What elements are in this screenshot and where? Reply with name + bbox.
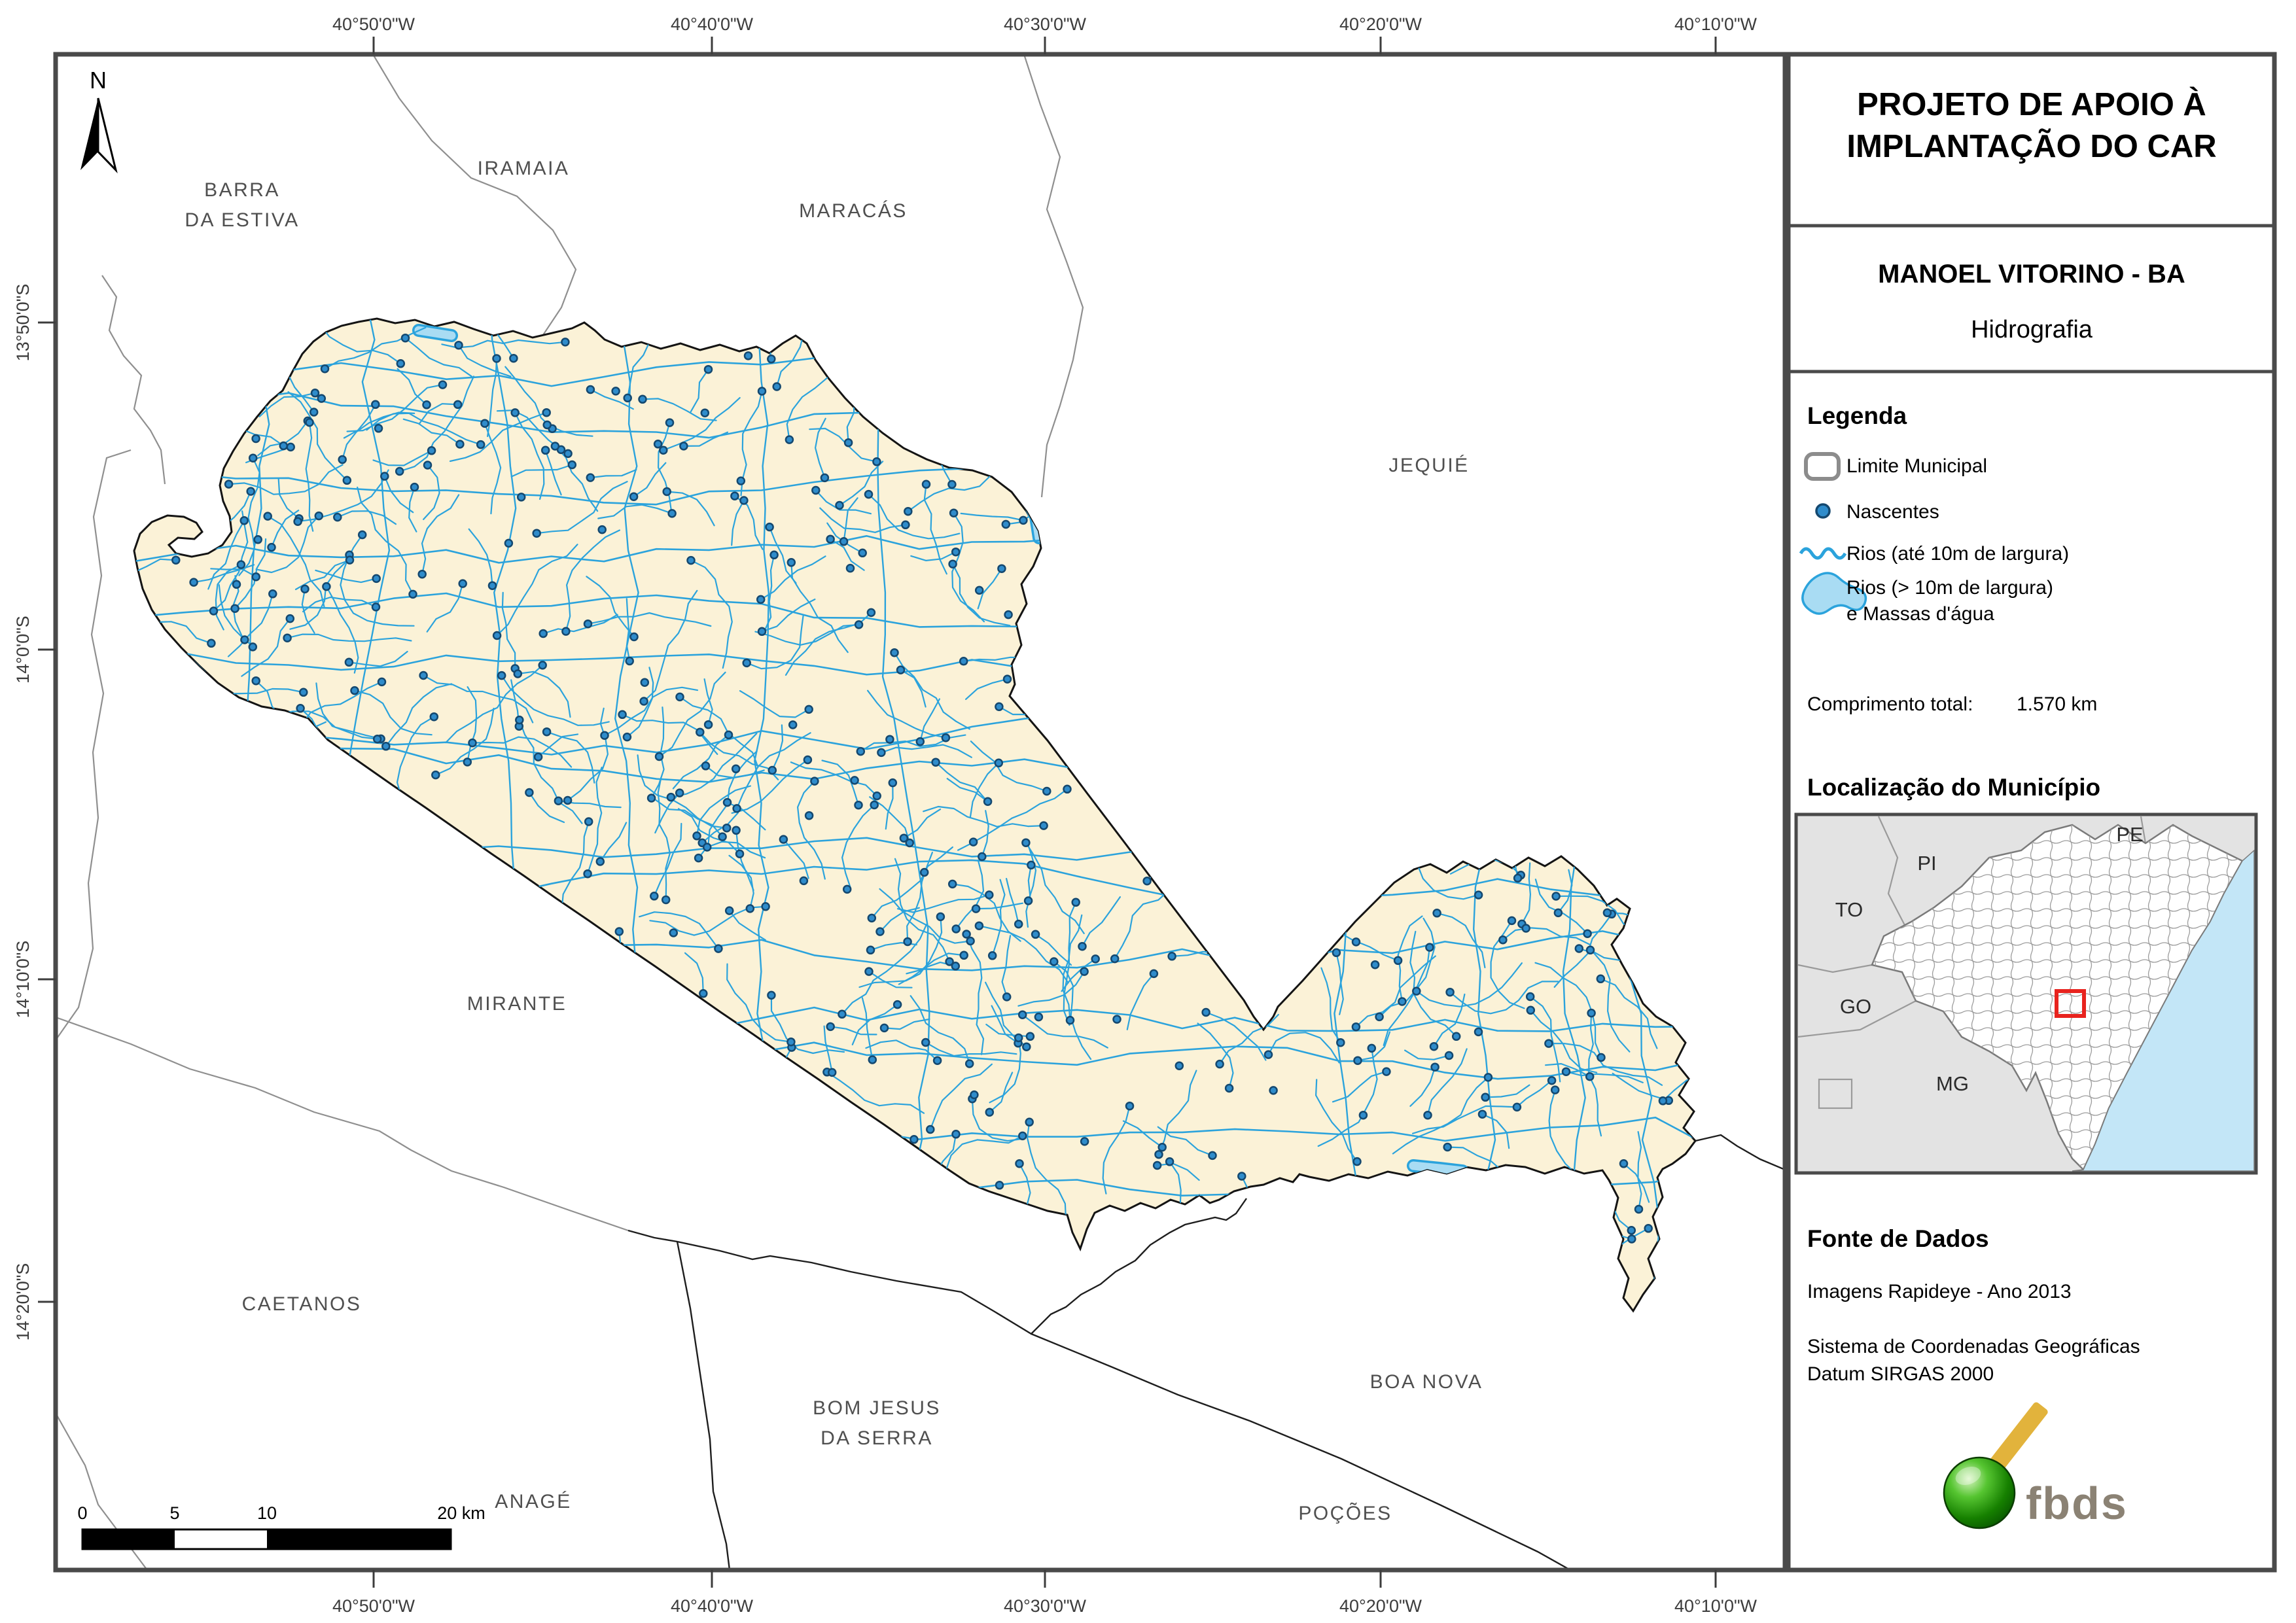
- svg-text:DA ESTIVA: DA ESTIVA: [185, 209, 299, 231]
- source-line-2: Sistema de Coordenadas Geográficas: [1807, 1336, 2140, 1357]
- svg-text:40°10'0"W: 40°10'0"W: [1674, 1596, 1757, 1616]
- legend-item-rios-largos-line2: e Massas d'água: [1846, 603, 1994, 625]
- north-arrow-left-half: [80, 98, 98, 170]
- fbds-logo-sphere: [1943, 1456, 2016, 1529]
- locator-highlight-rect: [2055, 989, 2086, 1018]
- legend-item-nascentes: Nascentes: [1846, 501, 1939, 523]
- svg-text:20 km: 20 km: [437, 1503, 486, 1523]
- north-arrow-label: N: [90, 67, 107, 94]
- svg-text:14°10'0"S: 14°10'0"S: [13, 941, 33, 1019]
- scale-bar-segment-2: [267, 1529, 451, 1549]
- panel-frame: [1786, 52, 2277, 1573]
- source-heading: Fonte de Dados: [1807, 1225, 1989, 1252]
- svg-text:40°20'0"W: 40°20'0"W: [1339, 14, 1422, 34]
- locator-heading: Localização do Município: [1807, 774, 2100, 801]
- total-length-label: Comprimento total:: [1807, 693, 1973, 715]
- fbds-logo-text: fbds: [2026, 1478, 2128, 1529]
- legend-item-limite: Limite Municipal: [1846, 455, 1987, 477]
- nascentes-icon: [1815, 503, 1831, 519]
- locator-map: PI TO GO MG PE: [1794, 812, 2258, 1175]
- fbds-logo: fbds: [1943, 1402, 2128, 1529]
- locator-ocean: [2072, 849, 2255, 1172]
- svg-text:CAETANOS: CAETANOS: [242, 1293, 362, 1315]
- svg-text:DA SERRA: DA SERRA: [821, 1427, 933, 1449]
- neighbor-boundaries-gray: [56, 54, 1084, 1570]
- svg-text:MIRANTE: MIRANTE: [467, 993, 567, 1015]
- svg-text:40°10'0"W: 40°10'0"W: [1674, 14, 1757, 34]
- neighbor-municipality-labels: BARRA DA ESTIVA IRAMAIA MARACÁS JEQUIÉ MIRANT…: [185, 158, 1483, 1524]
- locator-state-labels: PI TO GO MG PE: [1835, 823, 2144, 1095]
- legend-item-rios-largos-line1: Rios (> 10m de largura): [1846, 577, 2053, 599]
- svg-text:40°30'0"W: 40°30'0"W: [1004, 14, 1087, 34]
- svg-text:40°40'0"W: 40°40'0"W: [671, 1596, 754, 1616]
- svg-text:40°30'0"W: 40°30'0"W: [1004, 1596, 1087, 1616]
- map-subtitle: Hidrografia: [1971, 316, 2093, 343]
- svg-text:PI: PI: [1917, 852, 1936, 875]
- north-arrow: N: [80, 67, 118, 174]
- svg-text:0: 0: [77, 1503, 87, 1523]
- limite-municipal-icon: [1804, 452, 1841, 481]
- map-frame: [53, 52, 1788, 1573]
- svg-text:14°0'0"S: 14°0'0"S: [13, 616, 33, 684]
- source-line-3: Datum SIRGAS 2000: [1807, 1363, 1994, 1385]
- legend-heading: Legenda: [1807, 402, 1907, 429]
- graticule-axes: 40°50'0"W 40°40'0"W 40°30'0"W 40°20'0"W 40°1…: [13, 14, 1757, 1616]
- svg-text:BOM JESUS: BOM JESUS: [813, 1397, 941, 1419]
- svg-text:BOA NOVA: BOA NOVA: [1370, 1371, 1483, 1393]
- svg-text:14°20'0"S: 14°20'0"S: [13, 1263, 33, 1341]
- scale-bar: 0 5 10 20 km: [77, 1503, 486, 1550]
- svg-text:40°50'0"W: 40°50'0"W: [332, 14, 415, 34]
- svg-text:5: 5: [169, 1503, 179, 1523]
- info-panel: PROJETO DE APOIO À IMPLANTAÇÃO DO CAR MA…: [1786, 52, 2277, 1573]
- springs-nascentes: [171, 333, 1674, 1244]
- svg-text:GO: GO: [1840, 995, 1871, 1018]
- total-length-value: 1.570 km: [2017, 693, 2097, 715]
- svg-text:MARACÁS: MARACÁS: [799, 200, 908, 222]
- svg-text:MG: MG: [1936, 1072, 1969, 1095]
- svg-text:40°50'0"W: 40°50'0"W: [332, 1596, 415, 1616]
- svg-text:TO: TO: [1835, 898, 1863, 921]
- rios-line-icon: [1799, 547, 1847, 560]
- map-canvas: BARRA DA ESTIVA IRAMAIA MARACÁS JEQUIÉ MIRANT…: [56, 54, 1785, 1570]
- svg-text:10: 10: [257, 1503, 277, 1523]
- svg-text:ANAGÉ: ANAGÉ: [495, 1491, 572, 1512]
- sheet-title-line2: IMPLANTAÇÃO DO CAR: [1846, 129, 2216, 164]
- municipality-title: MANOEL VITORINO - BA: [1878, 260, 2185, 288]
- svg-text:40°20'0"W: 40°20'0"W: [1339, 1596, 1422, 1616]
- fbds-logo-bar: [1985, 1402, 2048, 1477]
- sheet-title-line1: PROJETO DE APOIO À: [1857, 87, 2206, 122]
- neighbor-boundaries-black: [627, 1134, 1785, 1570]
- svg-text:BARRA: BARRA: [204, 179, 280, 201]
- rios-largos-icon: [1801, 572, 1867, 615]
- source-line-1: Imagens Rapideye - Ano 2013: [1807, 1281, 2072, 1302]
- svg-text:IRAMAIA: IRAMAIA: [478, 158, 570, 179]
- svg-text:13°50'0"S: 13°50'0"S: [13, 284, 33, 362]
- svg-text:PE: PE: [2116, 823, 2143, 846]
- fbds-logo-highlight: [1955, 1466, 1981, 1486]
- north-arrow-right-half: [97, 97, 118, 174]
- svg-text:40°40'0"W: 40°40'0"W: [671, 14, 754, 34]
- scale-bar-labels: 0 5 10 20 km: [77, 1503, 485, 1523]
- scale-bar-segment-1: [82, 1529, 175, 1549]
- legend-item-rios: Rios (até 10m de largura): [1846, 543, 2069, 565]
- svg-text:POÇÕES: POÇÕES: [1298, 1502, 1392, 1524]
- svg-text:JEQUIÉ: JEQUIÉ: [1388, 455, 1469, 476]
